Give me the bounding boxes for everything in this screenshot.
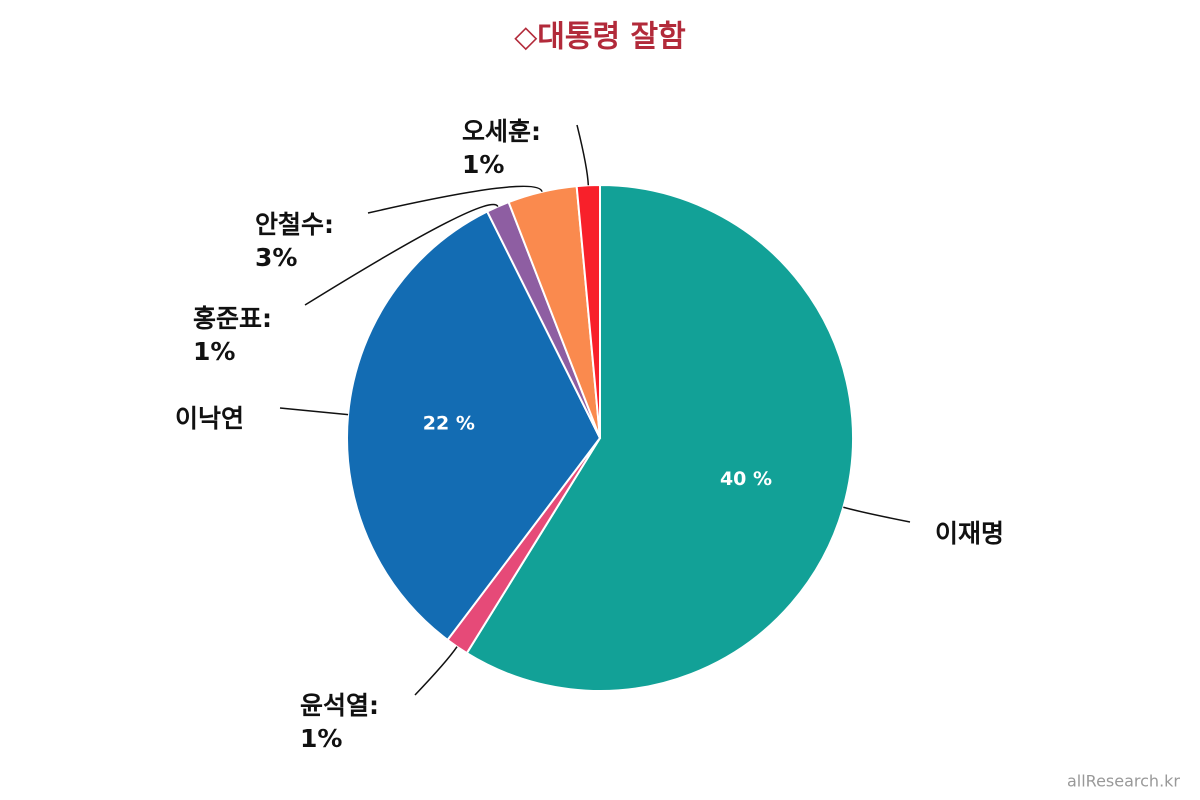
leader-line [843, 506, 911, 523]
category-name: 안철수 [255, 210, 324, 239]
watermark: allResearch.kr [1067, 772, 1180, 791]
category-name: 오세훈 [462, 117, 531, 146]
label-separator: : [531, 117, 541, 146]
label-separator: : [324, 210, 334, 239]
leader-line [576, 124, 590, 186]
value-label: 3% [255, 243, 297, 272]
value-label: 40 % [720, 468, 772, 490]
value-label: 22 % [423, 412, 475, 434]
category-label: 윤석열: [300, 691, 379, 720]
category-label: 이재명 [935, 519, 1004, 548]
value-label: 1% [300, 724, 342, 753]
category-label: 오세훈: [462, 117, 541, 146]
pie-slice [346, 210, 602, 642]
category-label: 홍준표: [193, 304, 272, 333]
category-name: 윤석열 [300, 691, 369, 720]
leader-line [414, 646, 458, 696]
category-label: 이낙연 [175, 404, 244, 433]
leader-line [279, 407, 349, 416]
value-label: 1% [193, 337, 235, 366]
value-label: 1% [462, 150, 504, 179]
chart-title: ◇대통령 잘함 [514, 20, 686, 55]
label-separator: : [262, 304, 272, 333]
pie-slice [465, 183, 854, 692]
leader-line [304, 203, 499, 306]
category-label: 안철수: [255, 210, 334, 239]
category-name: 홍준표 [193, 304, 262, 333]
label-separator: : [369, 691, 379, 720]
leader-line [367, 185, 543, 214]
